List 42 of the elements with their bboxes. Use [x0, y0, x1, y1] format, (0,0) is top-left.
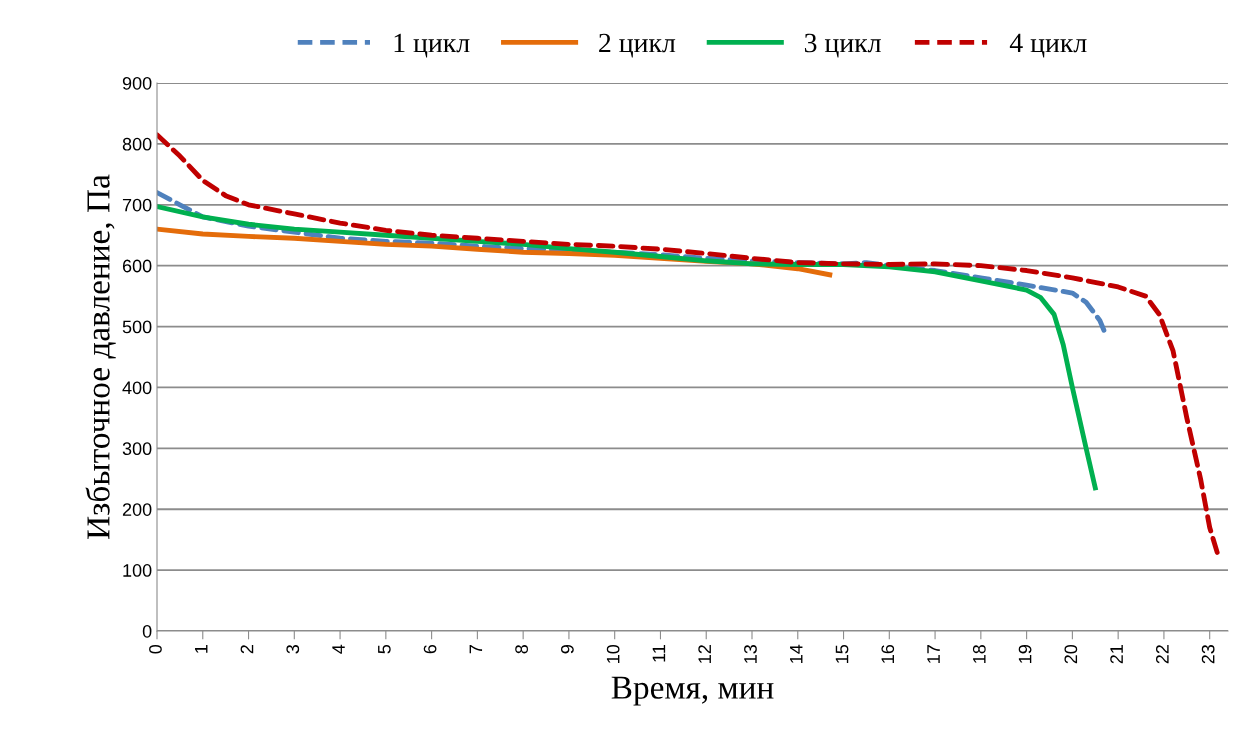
x-tick-label: 21: [1110, 645, 1123, 664]
x-tick-label: 23: [1201, 644, 1215, 664]
x-tick-label: 5: [378, 644, 391, 654]
x-tick-label: 9: [560, 645, 574, 654]
x-tick-label: 14: [790, 644, 803, 663]
x-tick-label: 19: [1018, 645, 1032, 663]
y-tick-label: 500: [122, 320, 152, 334]
y-tick-label: 900: [122, 76, 152, 90]
y-axis-title: Избыточное давление, Па: [85, 174, 116, 539]
legend-label: 2 цикл: [599, 33, 676, 58]
y-tick-label: 200: [122, 503, 152, 516]
line-series: [157, 204, 1098, 491]
y-tick-label: 100: [123, 564, 152, 577]
x-tick-label: 11: [652, 645, 666, 662]
x-tick-label: 22: [1155, 645, 1169, 664]
legend-label: 3 цикл: [804, 33, 881, 58]
y-tick-label: 800: [122, 137, 152, 151]
x-tick-label: 13: [744, 644, 757, 663]
x-tick-label: 3: [286, 644, 300, 654]
y-tick-label: 0: [142, 624, 152, 638]
x-tick-label: 1: [195, 645, 208, 653]
x-tick-label: 7: [469, 645, 483, 654]
y-tick-label: 400: [122, 381, 152, 395]
x-axis-title: Время, мин: [611, 676, 774, 706]
x-tick-label: 8: [515, 644, 528, 654]
x-tick-label: 17: [927, 645, 940, 663]
legend-label: 4 цикл: [1009, 33, 1087, 58]
legend-label: 1 цикл: [394, 33, 470, 58]
x-tick-label: 10: [606, 644, 620, 663]
x-tick-label: 15: [835, 644, 849, 663]
y-tick-label: 700: [122, 198, 152, 212]
x-tick-label: 16: [881, 644, 895, 663]
x-tick-label: 18: [972, 644, 986, 663]
y-tick-label: 600: [122, 259, 152, 273]
line-series: [157, 190, 1107, 334]
x-tick-label: 4: [332, 644, 345, 654]
x-tick-label: 0: [149, 644, 162, 654]
x-tick-label: 6: [423, 644, 437, 654]
x-tick-label: 20: [1064, 644, 1078, 664]
x-tick-label: 2: [240, 645, 254, 654]
y-tick-label: 300: [122, 442, 152, 456]
x-tick-label: 12: [698, 645, 711, 663]
